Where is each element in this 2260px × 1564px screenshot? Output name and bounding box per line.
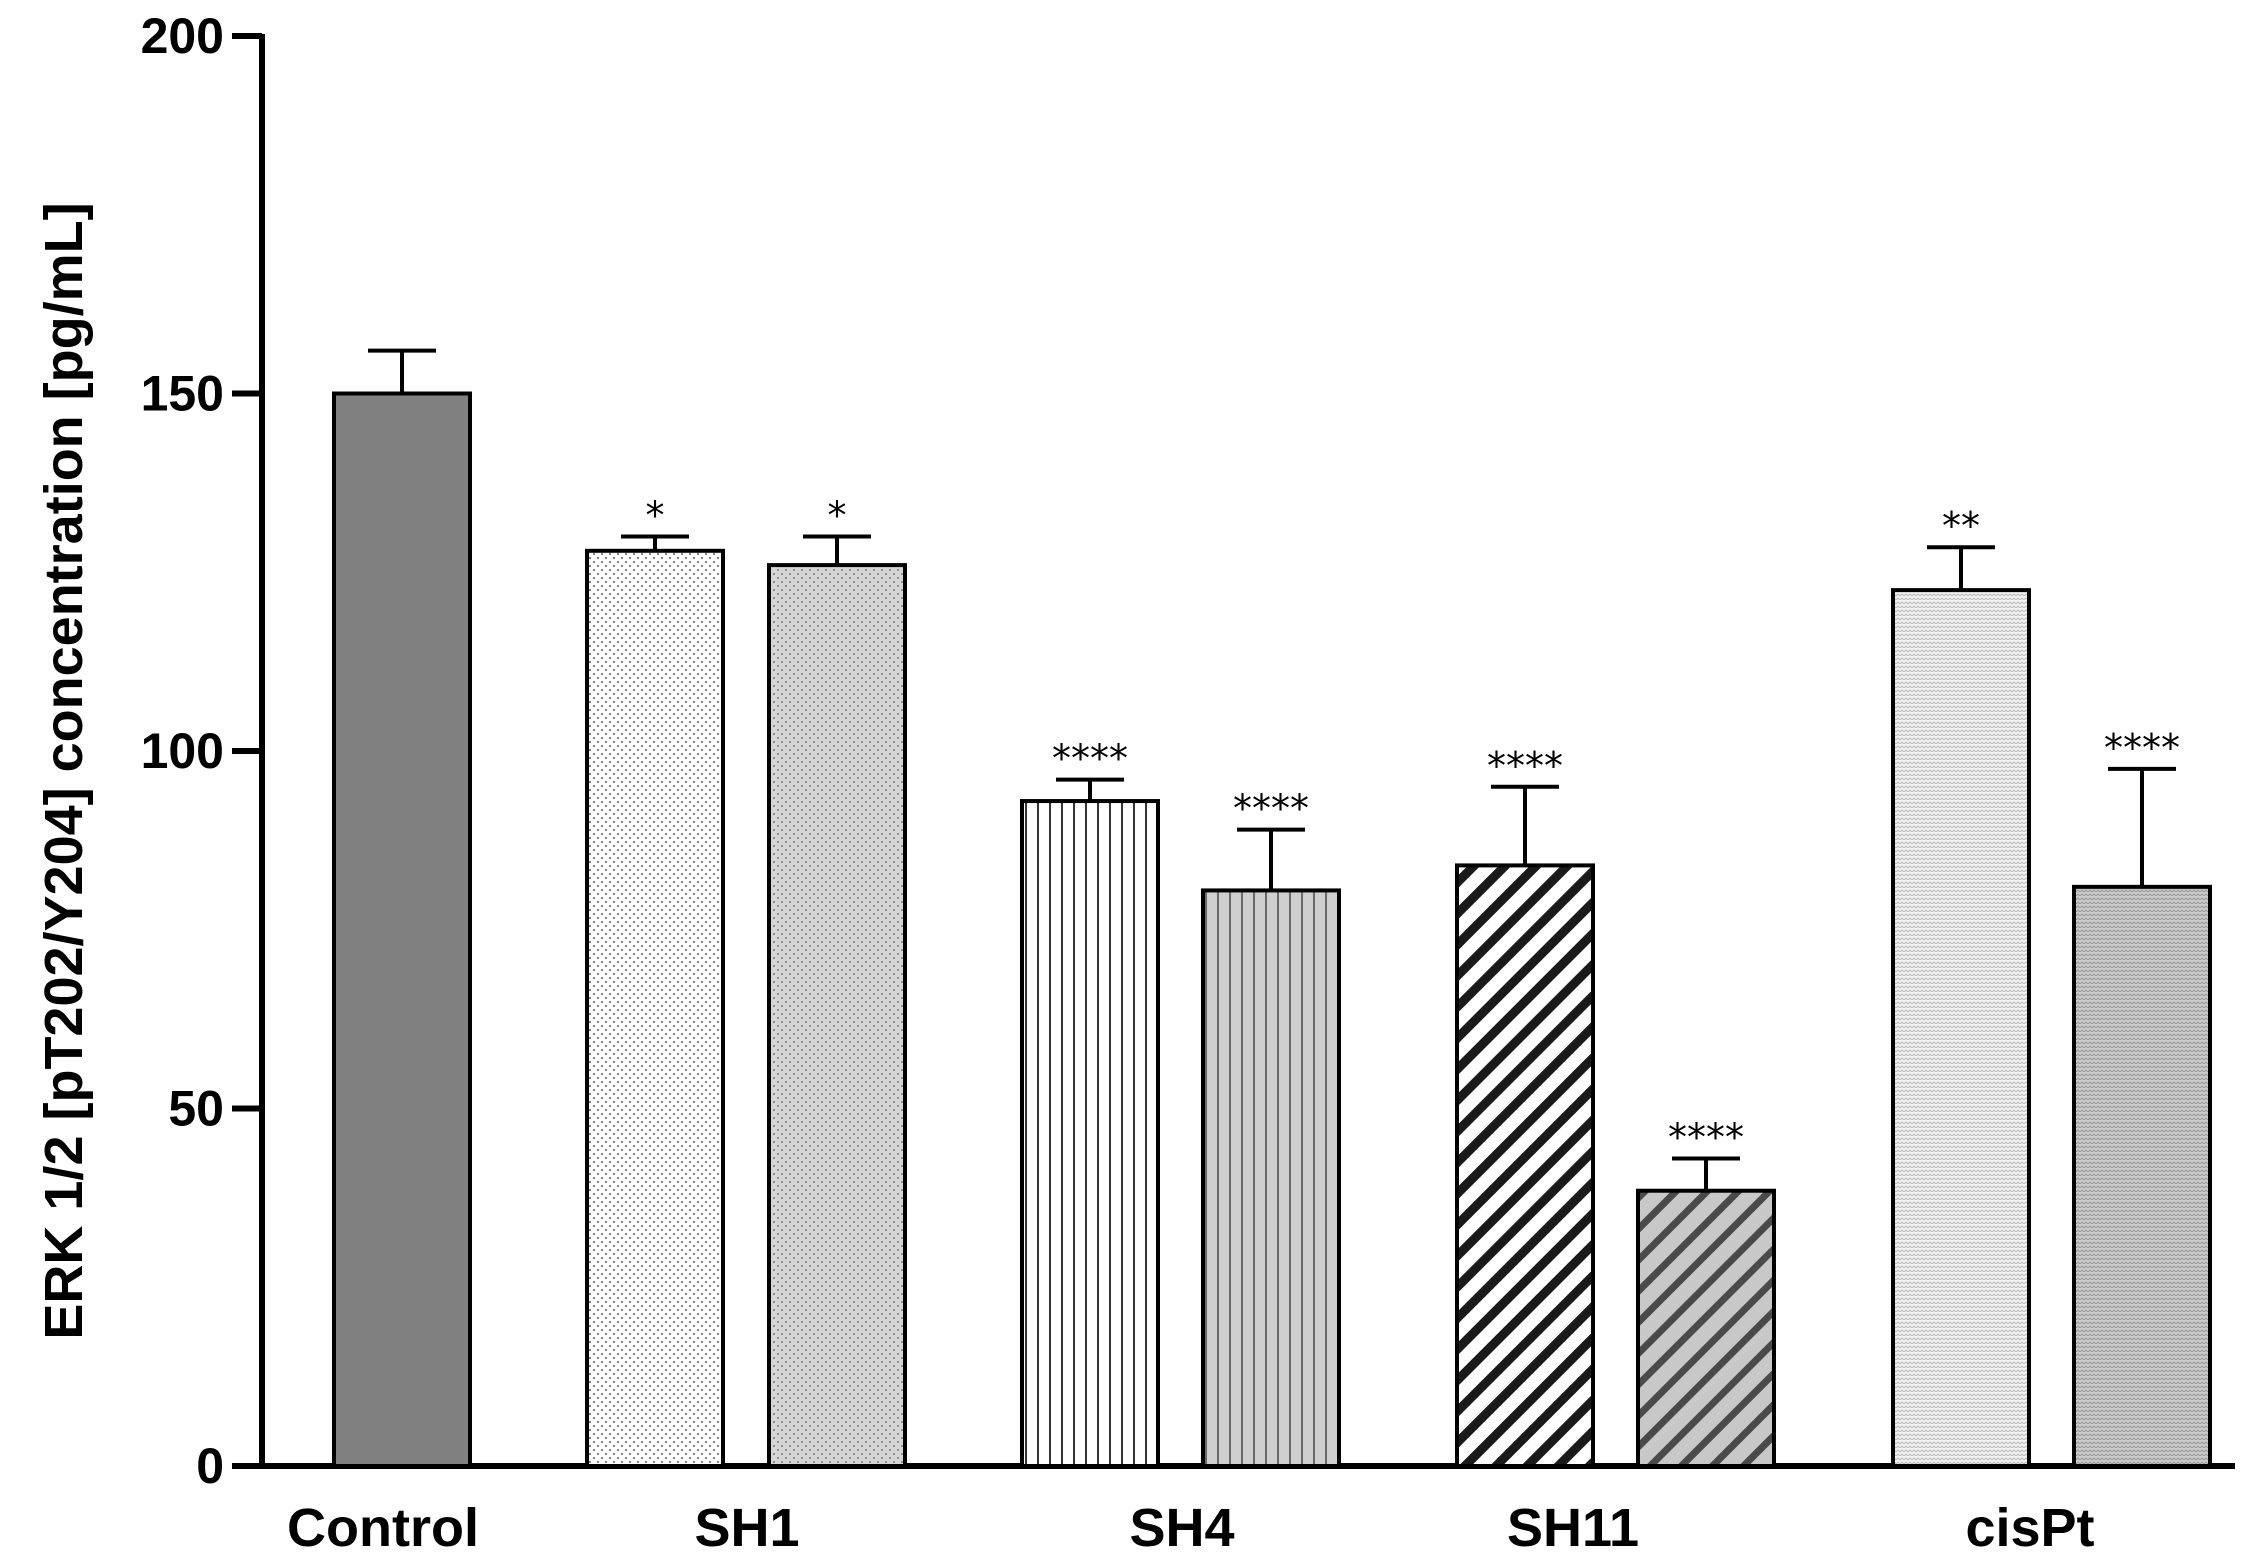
x-category-label: SH11 — [1507, 1498, 1639, 1558]
y-tick-label: 50 — [168, 1081, 224, 1137]
significance-label: * — [646, 494, 665, 538]
significance-label: **** — [1052, 737, 1128, 781]
significance-label: **** — [1668, 1116, 1744, 1160]
bars — [332, 348, 2212, 1468]
significance-label: * — [828, 494, 847, 538]
significance-label: **** — [2104, 726, 2180, 770]
x-category-label: cisPt — [1965, 1498, 2094, 1558]
y-tick-label: 0 — [196, 1438, 224, 1494]
bar — [1636, 1188, 1776, 1468]
y-tick-label: 150 — [141, 366, 224, 422]
bar — [2072, 884, 2212, 1468]
x-category-label: Control — [287, 1498, 479, 1558]
x-category-label: SH4 — [1129, 1498, 1234, 1558]
labels: ERK 1/2 [pT202/Y204] concentration [pg/m… — [34, 202, 2180, 1558]
y-tick-label: 100 — [141, 723, 224, 779]
bar — [1455, 863, 1595, 1468]
y-tick-label: 200 — [141, 8, 224, 64]
y-axis-title: ERK 1/2 [pT202/Y204] concentration [pg/m… — [34, 202, 94, 1339]
bar — [1891, 588, 2031, 1468]
bar — [585, 548, 725, 1468]
x-category-label: SH1 — [694, 1498, 799, 1558]
bar — [1020, 799, 1160, 1468]
significance-label: ** — [1942, 504, 1980, 548]
bar — [332, 391, 472, 1468]
bar — [767, 563, 907, 1468]
significance-label: **** — [1233, 787, 1309, 831]
bar — [1201, 888, 1341, 1468]
significance-label: **** — [1487, 744, 1563, 788]
